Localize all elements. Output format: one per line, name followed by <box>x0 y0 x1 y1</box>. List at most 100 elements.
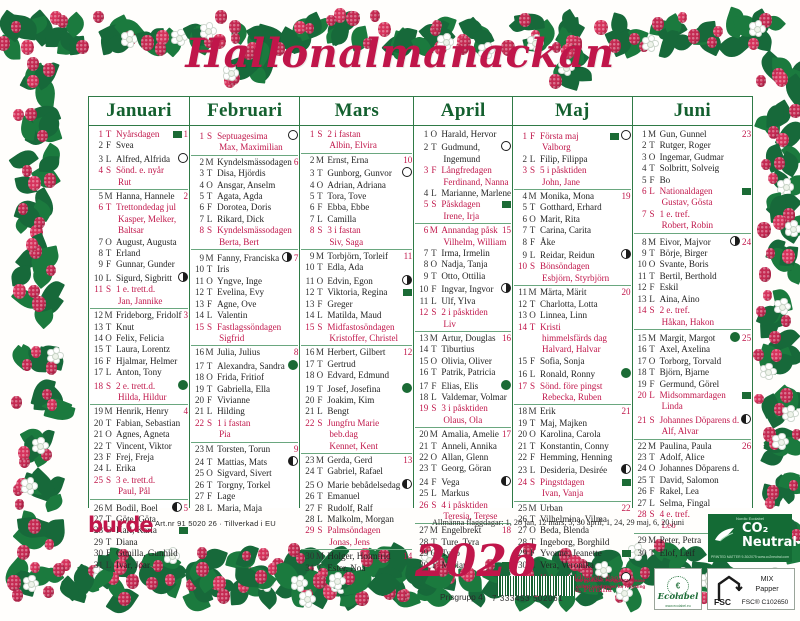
day-row[interactable]: 18 O Frida, Fritiof <box>191 372 298 383</box>
day-row[interactable]: 9 F Gunnar, Gunder <box>90 259 188 270</box>
day-row[interactable]: 8 F Åke <box>514 237 631 248</box>
day-row[interactable]: 4 L Marianne, Marlene <box>415 188 511 199</box>
day-row[interactable]: 5 T Agata, Agda <box>191 191 298 202</box>
day-row[interactable]: 28 L Malkolm, Morgan <box>301 514 412 525</box>
day-row[interactable]: 11 T Bertil, Berthold <box>634 271 752 282</box>
day-row[interactable]: 22 S 1 i fastan <box>191 418 298 429</box>
day-row[interactable]: 5 F Bo <box>634 175 752 186</box>
day-row[interactable]: 10 S Bönsöndagen <box>514 261 631 272</box>
day-row[interactable]: 20 L Midsommardagen <box>634 390 752 401</box>
day-row[interactable]: 17 O Torborg, Torvald <box>634 356 752 367</box>
day-row[interactable]: 27 F Rudolf, Ralf <box>301 503 412 514</box>
day-row[interactable]: 17 S Sönd. före pingst <box>514 381 631 392</box>
day-row[interactable]: 21 L Bengt <box>301 406 412 417</box>
day-row[interactable]: 27 O Beda, Blenda <box>514 525 631 536</box>
day-row[interactable]: 22 O Allan, Glenn <box>415 452 511 463</box>
day-row[interactable]: 16 T Axel, Axelina <box>634 344 752 355</box>
day-row[interactable]: 21 L Hilding <box>191 406 298 417</box>
day-row[interactable]: 16 M Julia, Julius 8 <box>191 347 298 358</box>
day-row[interactable]: 4 O Ansgar, Anselm <box>191 180 298 191</box>
day-row[interactable]: 6 M Annandag påsk 15 <box>415 225 511 236</box>
day-row[interactable]: 5 M Hanna, Hannele 2 <box>90 191 188 202</box>
day-row[interactable]: 6 L Nationaldagen <box>634 186 752 197</box>
day-row[interactable]: 25 T David, Salomon <box>634 475 752 486</box>
day-row[interactable]: 5 S Påskdagen <box>415 199 512 210</box>
day-row[interactable]: 6 T Trettondedag jul <box>90 202 188 213</box>
day-row[interactable]: 29 S Palmsöndagen <box>301 525 412 536</box>
day-row[interactable]: 28 S 4 e. tref. <box>634 509 752 520</box>
day-row[interactable]: 19 T Maj, Majken <box>514 418 631 429</box>
day-row[interactable]: 15 S Midfastosöndagen <box>301 322 412 333</box>
day-row[interactable]: 17 T Alexandra, Sandra <box>191 359 299 372</box>
day-row[interactable]: 21 S Johannes Döparens d. <box>634 413 752 426</box>
day-row[interactable]: 14 T Tiburtius <box>415 344 511 355</box>
day-row[interactable]: 18 L Valdemar, Volmar <box>415 392 511 403</box>
day-row[interactable]: 15 F Sofia, Sonja <box>514 356 631 367</box>
day-row[interactable]: 23 L Desideria, Desirée <box>514 463 631 476</box>
day-row[interactable]: 6 F Ebba, Ebbe <box>301 202 412 213</box>
day-row[interactable]: 12 S 2 i påsktiden <box>415 307 511 318</box>
day-row[interactable]: 8 S Kyndelsmässodagen <box>191 225 298 236</box>
day-row[interactable]: 10 T Edla, Ada <box>301 262 412 273</box>
day-row[interactable]: 7 L Rikard, Dick <box>191 214 298 225</box>
day-row[interactable]: 2 F Svea <box>90 140 188 151</box>
day-row[interactable]: 25 O Marie bebådelsedag <box>301 478 413 491</box>
day-row[interactable]: 19 T Josef, Josefina <box>301 382 413 395</box>
day-row[interactable]: 17 F Elias, Elis <box>415 379 512 392</box>
day-row[interactable]: 8 M Eivor, Majvor 24 <box>634 235 751 248</box>
day-row[interactable]: 9 M Torbjörn, Torleif 11 <box>301 251 413 262</box>
day-row[interactable]: 12 T Evelina, Evy <box>191 287 298 298</box>
day-row[interactable]: 26 T Vilhelmina, Vilma <box>514 514 631 525</box>
day-row[interactable]: 4 T Solbritt, Solveig <box>634 163 752 174</box>
day-row[interactable]: 29 T Diana <box>90 537 188 548</box>
day-row[interactable]: 2 L Filip, Filippa <box>514 154 631 165</box>
day-row[interactable]: 4 O Adrian, Adriana <box>301 180 412 191</box>
day-row[interactable]: 22 F Hemming, Henning <box>514 452 631 463</box>
day-row[interactable]: 12 F Eskil <box>634 282 752 293</box>
day-row[interactable]: 23 F Frej, Freja <box>90 452 188 463</box>
day-row[interactable]: 28 L Maria, Maja <box>191 503 298 514</box>
day-row[interactable]: 2 M Kyndelsmässodagen 6 <box>191 157 299 168</box>
day-row[interactable]: 4 M Monika, Mona 19 <box>514 191 630 202</box>
day-row[interactable]: 5 T Tora, Tove <box>301 191 412 202</box>
day-row[interactable]: 15 S Fastlagssöndagen <box>191 322 298 333</box>
day-row[interactable]: 10 L Sigurd, Sigbritt <box>90 271 189 284</box>
day-row[interactable]: 7 T Carina, Carita <box>514 225 631 236</box>
day-row[interactable]: 14 O Felix, Felicia <box>90 333 188 344</box>
day-row[interactable]: 19 F Germund, Görel <box>634 379 752 390</box>
day-row[interactable]: 30 F Gunilla, Gunhild <box>90 548 188 559</box>
day-row[interactable]: 28 T Ingeborg, Borghild <box>514 537 631 548</box>
day-row[interactable]: 30 M Holger, Holmfrid 14 <box>301 551 412 562</box>
day-row[interactable]: 25 M Urban 22 <box>514 503 631 514</box>
day-row[interactable]: 1 S Septuagesima <box>191 129 299 142</box>
day-row[interactable]: 21 T Konstantin, Conny <box>514 441 631 452</box>
day-row[interactable]: 25 O Sigvard, Sivert <box>191 468 298 479</box>
day-row[interactable]: 8 O Nadja, Tanja <box>415 259 511 270</box>
day-row[interactable]: 24 F Vega <box>415 475 512 488</box>
day-row[interactable]: 17 L Anton, Tony <box>90 367 188 378</box>
day-row[interactable]: 11 O Edvin, Egon <box>301 274 413 287</box>
day-row[interactable]: 6 F Dorotea, Doris <box>191 202 298 213</box>
day-row[interactable]: 3 T Gunborg, Gunvor <box>301 166 413 179</box>
day-row[interactable]: 3 F Långfredagen <box>415 165 511 176</box>
day-row[interactable]: 23 T Georg, Göran <box>415 463 511 474</box>
day-row[interactable]: 4 S Sönd. e. nyår <box>90 165 188 176</box>
day-row[interactable]: 7 O August, Augusta <box>90 237 188 248</box>
day-row[interactable]: 1 O Harald, Hervor <box>415 129 511 140</box>
day-row[interactable]: 23 M Gerda, Gerd 13 <box>301 455 412 466</box>
day-row[interactable]: 21 T Anneli, Annika <box>415 441 511 452</box>
day-row[interactable]: 27 M Engelbrekt 18 <box>415 525 511 536</box>
day-row[interactable]: 13 O Linnea, Linn <box>514 310 631 321</box>
day-row[interactable]: 18 M Erik 21 <box>514 406 631 417</box>
day-row[interactable]: 14 S 2 e. tref. <box>634 305 752 316</box>
day-row[interactable]: 9 M Fanny, Franciska 7 <box>191 251 298 264</box>
day-row[interactable]: 10 F Ingvar, Ingvor <box>415 282 512 295</box>
day-row[interactable]: 9 T Otto, Ottilia <box>415 271 511 282</box>
day-row[interactable]: 24 S Pingstdagen <box>514 477 631 488</box>
day-row[interactable]: 16 M Herbert, Gilbert 12 <box>301 347 412 358</box>
day-row[interactable]: 20 O Karolina, Carola <box>514 429 631 440</box>
day-row[interactable]: 1 M Gun, Gunnel 23 <box>634 129 751 140</box>
day-row[interactable]: 20 T Fabian, Sebastian <box>90 418 188 429</box>
